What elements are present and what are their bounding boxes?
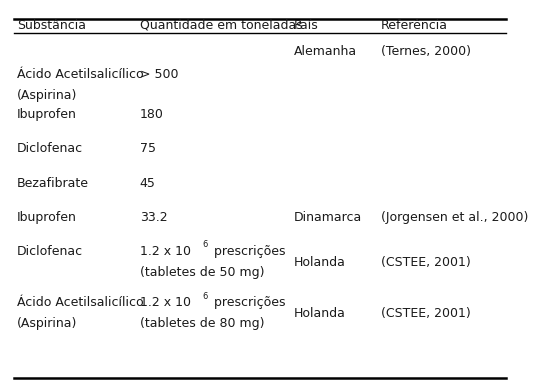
Text: Diclofenac: Diclofenac xyxy=(17,245,83,258)
Text: (CSTEE, 2001): (CSTEE, 2001) xyxy=(381,256,470,269)
Text: 1.2 x 10: 1.2 x 10 xyxy=(140,245,191,258)
Text: 6: 6 xyxy=(202,292,208,301)
Text: País: País xyxy=(294,19,318,32)
Text: Diclofenac: Diclofenac xyxy=(17,142,83,155)
Text: > 500: > 500 xyxy=(140,68,178,81)
Text: Holanda: Holanda xyxy=(294,307,345,320)
Text: 180: 180 xyxy=(140,108,164,121)
Text: (CSTEE, 2001): (CSTEE, 2001) xyxy=(381,307,470,320)
Text: (tabletes de 50 mg): (tabletes de 50 mg) xyxy=(140,266,264,279)
Text: (Ternes, 2000): (Ternes, 2000) xyxy=(381,45,470,58)
Text: Ácido Acetilsalicílico: Ácido Acetilsalicílico xyxy=(17,296,143,310)
Text: prescrições: prescrições xyxy=(210,296,285,310)
Text: 33.2: 33.2 xyxy=(140,211,167,224)
Text: (Jorgensen et al., 2000): (Jorgensen et al., 2000) xyxy=(381,211,528,224)
Text: Substância: Substância xyxy=(17,19,86,32)
Text: Ibuprofen: Ibuprofen xyxy=(17,108,77,121)
Text: 45: 45 xyxy=(140,177,156,189)
Text: prescrições: prescrições xyxy=(210,245,285,258)
Text: (tabletes de 80 mg): (tabletes de 80 mg) xyxy=(140,317,264,330)
Text: (Aspirina): (Aspirina) xyxy=(17,317,78,330)
Text: Dinamarca: Dinamarca xyxy=(294,211,362,224)
Text: Holanda: Holanda xyxy=(294,256,345,269)
Text: 6: 6 xyxy=(202,240,208,249)
Text: Referência: Referência xyxy=(381,19,448,32)
Text: Ibuprofen: Ibuprofen xyxy=(17,211,77,224)
Text: (Aspirina): (Aspirina) xyxy=(17,89,78,102)
Text: Bezafibrate: Bezafibrate xyxy=(17,177,89,189)
Text: Quantidade em toneladas: Quantidade em toneladas xyxy=(140,19,302,32)
Text: 1.2 x 10: 1.2 x 10 xyxy=(140,296,191,310)
Text: 75: 75 xyxy=(140,142,156,155)
Text: Alemanha: Alemanha xyxy=(294,45,357,58)
Text: Ácido Acetilsalicílico: Ácido Acetilsalicílico xyxy=(17,68,143,81)
